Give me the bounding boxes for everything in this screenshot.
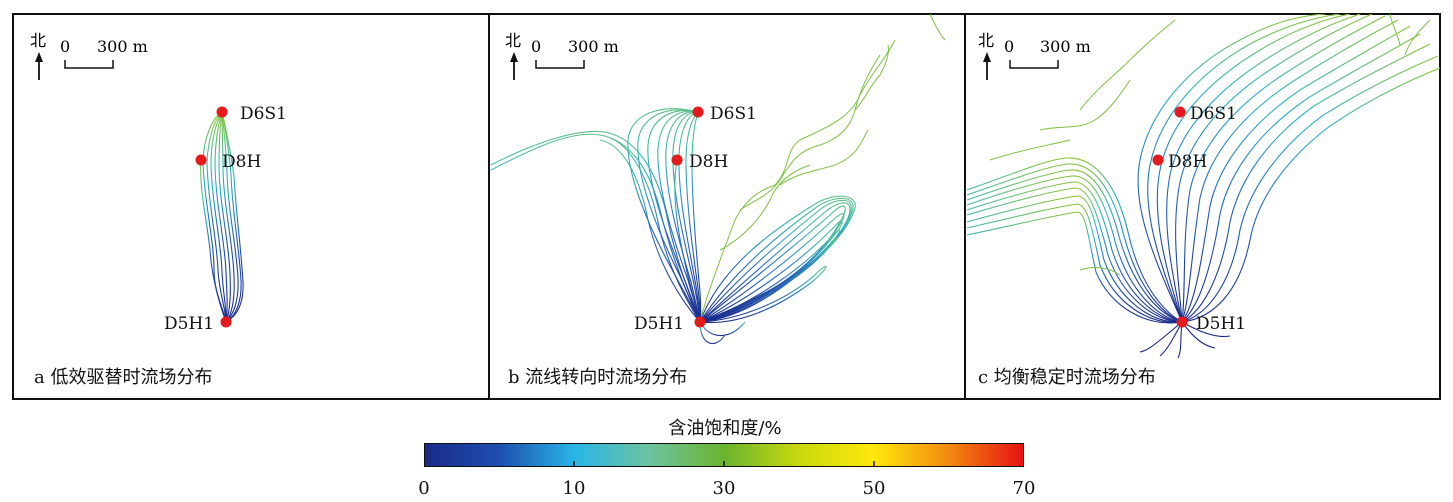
streamlines — [490, 14, 946, 345]
scale-zero: 0 — [1004, 37, 1014, 56]
colorbar — [424, 443, 1024, 467]
captions-layer: a 低效驱替时流场分布 b 流线转向时流场分布 c 均衡稳定时流场分布 — [34, 367, 1156, 388]
well-label: D8H — [1168, 152, 1207, 172]
well-label: D5H1 — [1196, 314, 1246, 334]
well-label: D8H — [689, 152, 728, 172]
scale-zero: 0 — [60, 37, 70, 56]
well-marker — [1174, 106, 1186, 118]
north-arrow: 北 — [978, 31, 994, 80]
panel-a: 北 0 300 m — [30, 31, 244, 323]
well-label: D8H — [222, 152, 261, 172]
streamlines — [200, 111, 244, 323]
north-label: 北 — [978, 31, 994, 50]
well-label: D5H1 — [164, 314, 214, 334]
legend-title: 含油饱和度/% — [668, 418, 782, 439]
panel-caption: a 低效驱替时流场分布 — [34, 367, 212, 388]
well-marker — [220, 316, 232, 328]
scale-length: 300 m — [97, 37, 148, 56]
well-label: D6S1 — [240, 104, 287, 124]
panels-frame — [12, 13, 1441, 400]
well-marker — [1176, 316, 1188, 328]
panel-b: 北 0 300 m — [490, 14, 946, 345]
panel-caption: c 均衡稳定时流场分布 — [978, 367, 1156, 388]
well-label: D6S1 — [1190, 104, 1237, 124]
panel-caption: b 流线转向时流场分布 — [508, 367, 687, 388]
north-arrow: 北 — [505, 31, 521, 80]
well-marker — [694, 316, 706, 328]
scale-length: 300 m — [568, 37, 619, 56]
north-label: 北 — [505, 31, 521, 50]
streamlines — [966, 14, 1440, 359]
panel-c: 北 0 300 m — [966, 14, 1440, 359]
north-arrow: 北 — [30, 31, 46, 80]
well-marker — [692, 106, 704, 118]
well-marker — [216, 106, 228, 118]
scale-bar: 0 300 m — [531, 37, 619, 69]
scale-bar: 0 300 m — [1004, 37, 1091, 69]
well-marker — [1152, 154, 1164, 166]
scale-length: 300 m — [1040, 37, 1091, 56]
wells-layer: D6S1 D8H D5H1 D6S1 D8H D5H1 D6S1 D8H D5H1 — [164, 104, 1246, 334]
well-marker — [671, 154, 683, 166]
well-label: D5H1 — [634, 314, 684, 334]
scale-zero: 0 — [531, 37, 541, 56]
scale-bar: 0 300 m — [60, 37, 148, 69]
well-marker — [195, 154, 207, 166]
north-label: 北 — [30, 31, 46, 50]
well-label: D6S1 — [710, 104, 757, 124]
